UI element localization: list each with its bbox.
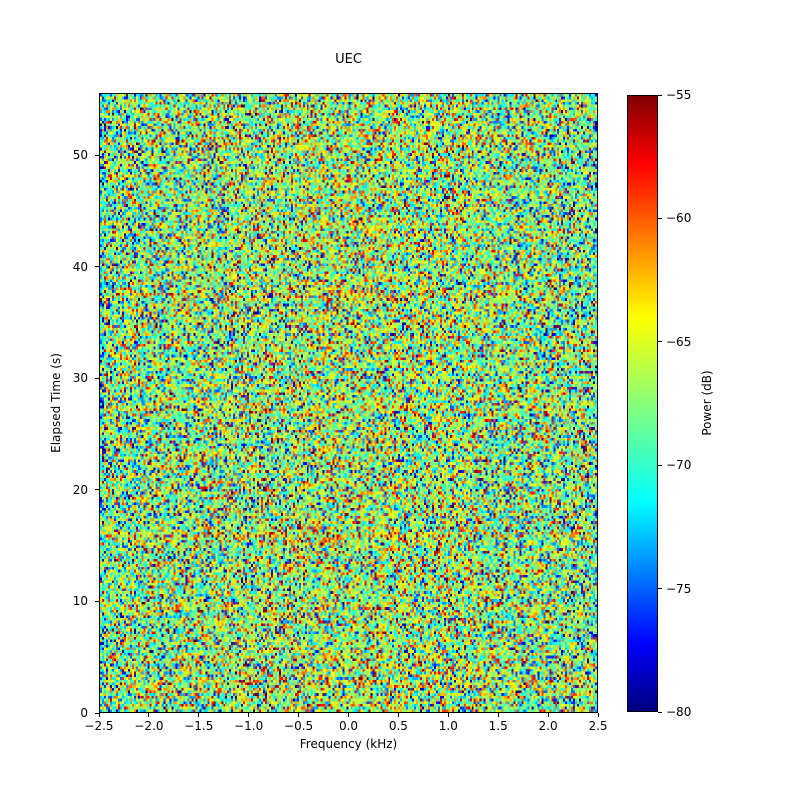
- x-tick-label: −0.5: [284, 719, 314, 733]
- x-tick-label: 1.5: [488, 719, 508, 733]
- colorbar-tick-mark: [658, 711, 662, 713]
- colorbar-label: Power (dB): [700, 370, 714, 436]
- y-tick-mark: [95, 489, 99, 491]
- x-tick-mark: [597, 713, 599, 717]
- figure-title: UEC: [335, 52, 362, 67]
- y-tick-label: 0: [80, 706, 88, 720]
- spectrogram-heatmap: [100, 94, 597, 712]
- colorbar-tick-mark: [658, 588, 662, 590]
- x-tick-label: 0.0: [338, 719, 359, 733]
- x-tick-mark: [248, 713, 250, 717]
- colorbar-tick-mark: [658, 341, 662, 343]
- y-tick-mark: [95, 600, 99, 602]
- colorbar-tick-label: −80: [666, 705, 692, 719]
- colorbar-tick-label: −55: [666, 88, 692, 102]
- y-tick-label: 30: [72, 371, 88, 386]
- y-tick-mark: [95, 154, 99, 156]
- x-tick-mark: [198, 713, 200, 717]
- x-tick-mark: [447, 713, 449, 717]
- colorbar-tick-label: −60: [666, 211, 692, 226]
- x-tick-mark: [497, 713, 499, 717]
- colorbar: [627, 95, 658, 712]
- colorbar-tick-label: −75: [666, 581, 692, 596]
- x-tick-mark: [397, 713, 399, 717]
- colorbar-tick-mark: [658, 217, 662, 219]
- x-tick-label: 0.5: [388, 719, 408, 733]
- y-tick-label: 10: [72, 594, 88, 609]
- y-tick-label: 50: [72, 148, 88, 163]
- y-tick-mark: [95, 712, 99, 714]
- spectrogram-axes: [99, 93, 598, 713]
- x-tick-mark: [547, 713, 549, 717]
- x-tick-label: −1.0: [234, 719, 264, 733]
- colorbar-tick-label: −70: [666, 458, 692, 473]
- x-tick-label: −2.5: [84, 719, 114, 733]
- x-tick-mark: [98, 713, 100, 717]
- colorbar-tick-label: −65: [666, 334, 692, 349]
- x-axis-label: Frequency (kHz): [299, 737, 398, 751]
- y-tick-mark: [95, 377, 99, 379]
- y-axis-label: Elapsed Time (s): [49, 353, 63, 453]
- y-tick-label: 20: [72, 482, 88, 497]
- x-tick-mark: [348, 713, 349, 717]
- x-tick-mark: [148, 713, 150, 717]
- y-tick-label: 40: [72, 259, 88, 274]
- colorbar-tick-mark: [658, 94, 662, 96]
- x-tick-mark: [298, 713, 300, 717]
- x-tick-label: −2.0: [134, 719, 164, 733]
- y-tick-mark: [95, 266, 99, 268]
- colorbar-tick-mark: [658, 464, 662, 466]
- x-tick-label: 1.0: [438, 719, 458, 733]
- x-tick-label: 2.5: [588, 719, 608, 733]
- x-tick-label: 2.0: [538, 719, 558, 733]
- x-tick-label: −1.5: [184, 719, 214, 733]
